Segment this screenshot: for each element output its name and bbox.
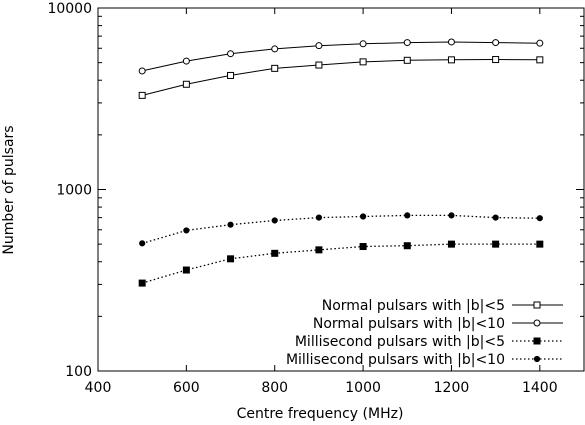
legend-label: Normal pulsars with |b|<10 [313, 316, 505, 332]
series-line [142, 58, 540, 96]
series-line [142, 41, 540, 72]
data-point [536, 215, 543, 222]
data-point [315, 61, 323, 69]
legend-entry-4: Millisecond pulsars with |b|<10 [286, 352, 563, 368]
data-point [315, 214, 323, 221]
data-point [227, 221, 234, 228]
data-point [182, 80, 190, 88]
data-point [492, 214, 499, 221]
x-tick-label: 800 [261, 380, 288, 396]
legend-marker [533, 337, 541, 345]
series-2 [138, 38, 544, 75]
data-point [536, 240, 544, 248]
legend-marker [533, 319, 541, 327]
data-point [271, 249, 279, 257]
series-group [138, 38, 544, 287]
series-1 [138, 56, 544, 99]
x-tick-label: 600 [173, 380, 200, 396]
data-point [271, 64, 279, 72]
y-axis-title: Number of pulsars [1, 125, 17, 254]
data-point [227, 71, 235, 79]
data-point [447, 38, 455, 46]
data-point [359, 213, 367, 220]
axes: 400 600 800 1000 1200 1400 100 1000 10000 [47, 1, 585, 396]
y-tick-label: 100 [65, 364, 92, 380]
data-point [403, 39, 411, 47]
data-point [183, 227, 190, 234]
legend-label: Millisecond pulsars with |b|<10 [286, 352, 505, 368]
data-point [492, 56, 500, 64]
x-tick-label: 1200 [434, 380, 470, 396]
data-point [227, 50, 235, 58]
series-4 [139, 212, 543, 247]
data-point [359, 243, 367, 251]
x-tick-label: 400 [85, 380, 112, 396]
series-3 [138, 240, 544, 287]
data-point [138, 67, 146, 75]
data-point [271, 217, 278, 224]
legend-entry-3: Millisecond pulsars with |b|<5 [295, 334, 563, 350]
x-axis-title: Centre frequency (MHz) [237, 406, 404, 422]
legend-entry-1: Normal pulsars with |b|<5 [322, 298, 563, 314]
legend-label: Normal pulsars with |b|<5 [322, 298, 505, 314]
data-point [447, 240, 455, 248]
y-tick-label: 1000 [56, 183, 92, 199]
data-point [182, 266, 190, 274]
x-tick-label: 1000 [345, 380, 381, 396]
data-point [492, 39, 500, 47]
data-point [536, 39, 544, 47]
legend-entry-2: Normal pulsars with |b|<10 [313, 316, 563, 332]
legend-label: Millisecond pulsars with |b|<5 [295, 334, 505, 350]
y-tick-label: 10000 [47, 1, 92, 17]
data-point [138, 279, 146, 287]
data-point [139, 240, 146, 247]
x-tick-label: 1400 [522, 380, 558, 396]
data-point [359, 58, 367, 66]
legend: Normal pulsars with |b|<5 Normal pulsars … [286, 298, 563, 368]
data-point [448, 212, 455, 219]
data-point [536, 56, 544, 64]
legend-marker [533, 301, 541, 309]
data-point [403, 242, 411, 250]
series-line [142, 214, 540, 245]
data-point [315, 42, 323, 50]
data-point [271, 45, 279, 53]
data-point [359, 40, 367, 48]
data-point [315, 246, 323, 254]
legend-marker [533, 355, 541, 363]
data-point [447, 56, 455, 64]
data-point [227, 255, 235, 263]
data-point [182, 57, 190, 65]
data-point [403, 56, 411, 64]
data-point [492, 240, 500, 248]
data-point [404, 212, 411, 219]
data-point [138, 91, 146, 99]
series-line [142, 243, 540, 284]
